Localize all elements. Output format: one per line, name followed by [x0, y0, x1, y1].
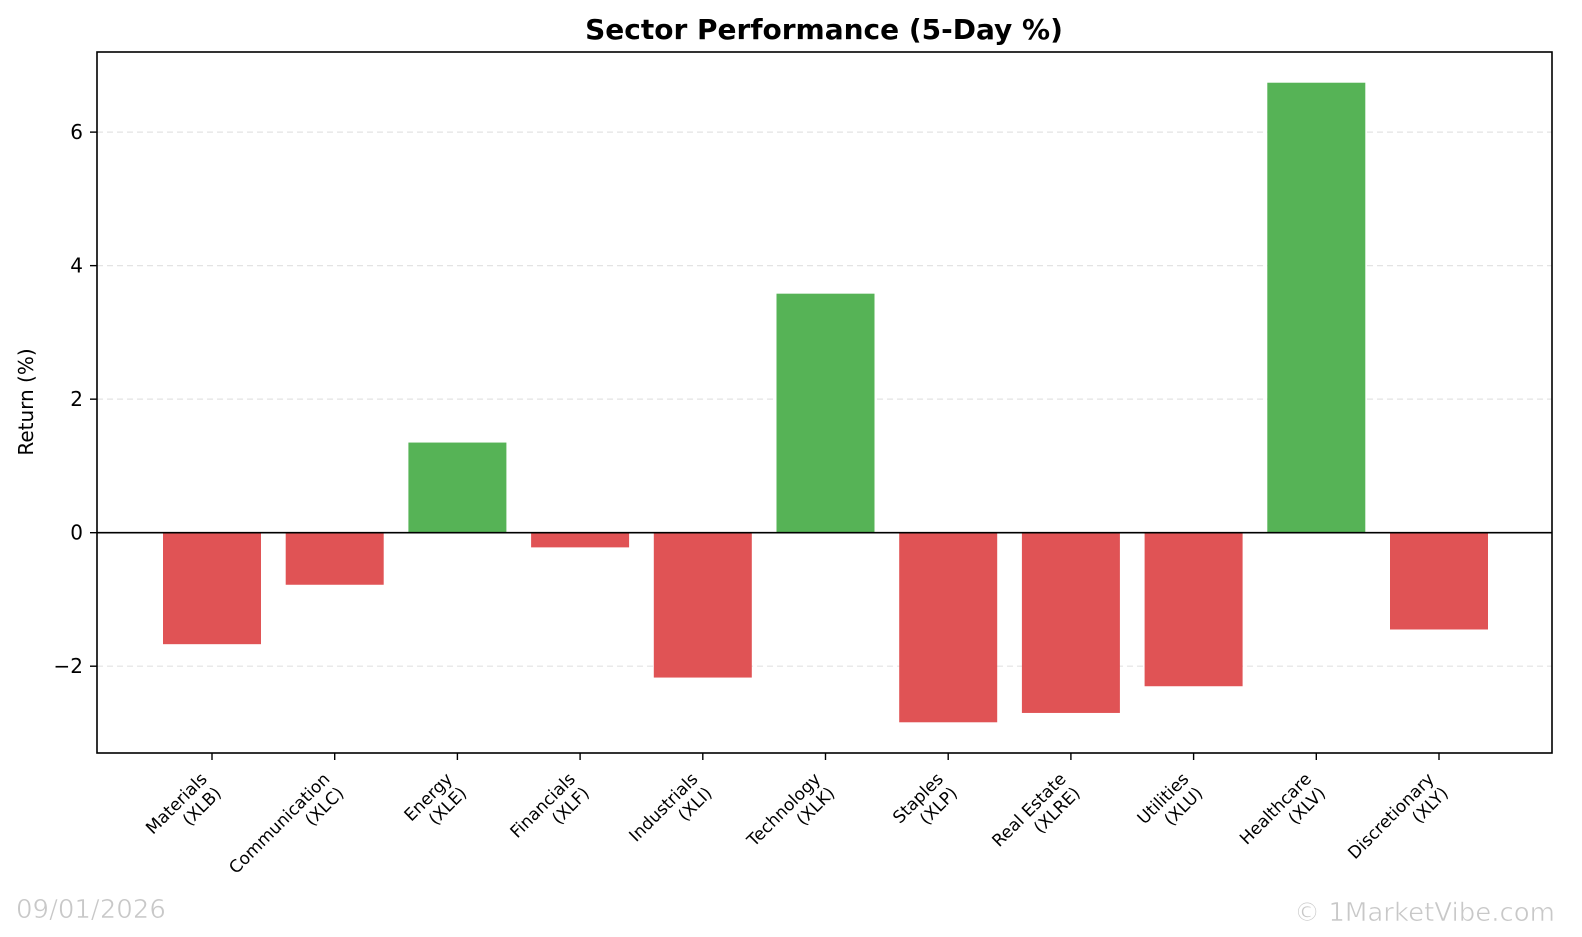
- bar-xlp: [899, 532, 998, 723]
- bar-xlu: [1144, 532, 1243, 687]
- bars: [163, 82, 1488, 723]
- x-tick-label-2: Energy(XLE): [401, 769, 471, 839]
- bar-xlk: [776, 293, 875, 533]
- bar-xlre: [1021, 532, 1120, 713]
- plot-frame: [96, 51, 1553, 754]
- x-tick-label-1: Communication(XLC): [225, 769, 348, 892]
- y-tick-label-0: −2: [54, 654, 83, 678]
- x-tick-label-9: Healthcare(XLV): [1236, 769, 1330, 863]
- bar-xle: [408, 442, 507, 533]
- bar-xly: [1390, 532, 1488, 630]
- x-tick-label-10: Discretionary(XLY): [1344, 769, 1452, 877]
- y-tick-label-2: 2: [70, 387, 83, 411]
- bar-xli: [653, 532, 752, 678]
- x-tick-label-0: Materials(XLB): [142, 769, 225, 852]
- x-tick-label-6: Staples(XLP): [889, 769, 962, 842]
- bar-xlc: [285, 532, 384, 585]
- x-tick-label-8: Utilities(XLU): [1134, 769, 1208, 843]
- copyright-watermark: © 1MarketVibe.com: [1294, 898, 1555, 928]
- y-axis-label: Return (%): [14, 348, 38, 455]
- y-tick-label-1: 0: [70, 521, 83, 545]
- bar-xlv: [1267, 82, 1366, 533]
- chart-title: Sector Performance (5-Day %): [585, 13, 1063, 46]
- x-tick-label-3: Financials(XLF): [507, 769, 594, 856]
- x-tick-label-7: Real Estate(XLRE): [989, 769, 1085, 865]
- bar-xlf: [531, 532, 630, 548]
- x-tick-label-5: Technology(XLK): [743, 769, 839, 865]
- date-watermark: 09/01/2026: [16, 895, 166, 925]
- bar-xlb: [163, 532, 261, 645]
- y-tick-label-4: 6: [70, 120, 83, 144]
- y-tick-label-3: 4: [70, 254, 83, 278]
- x-tick-label-4: Industrials(XLI): [626, 769, 717, 860]
